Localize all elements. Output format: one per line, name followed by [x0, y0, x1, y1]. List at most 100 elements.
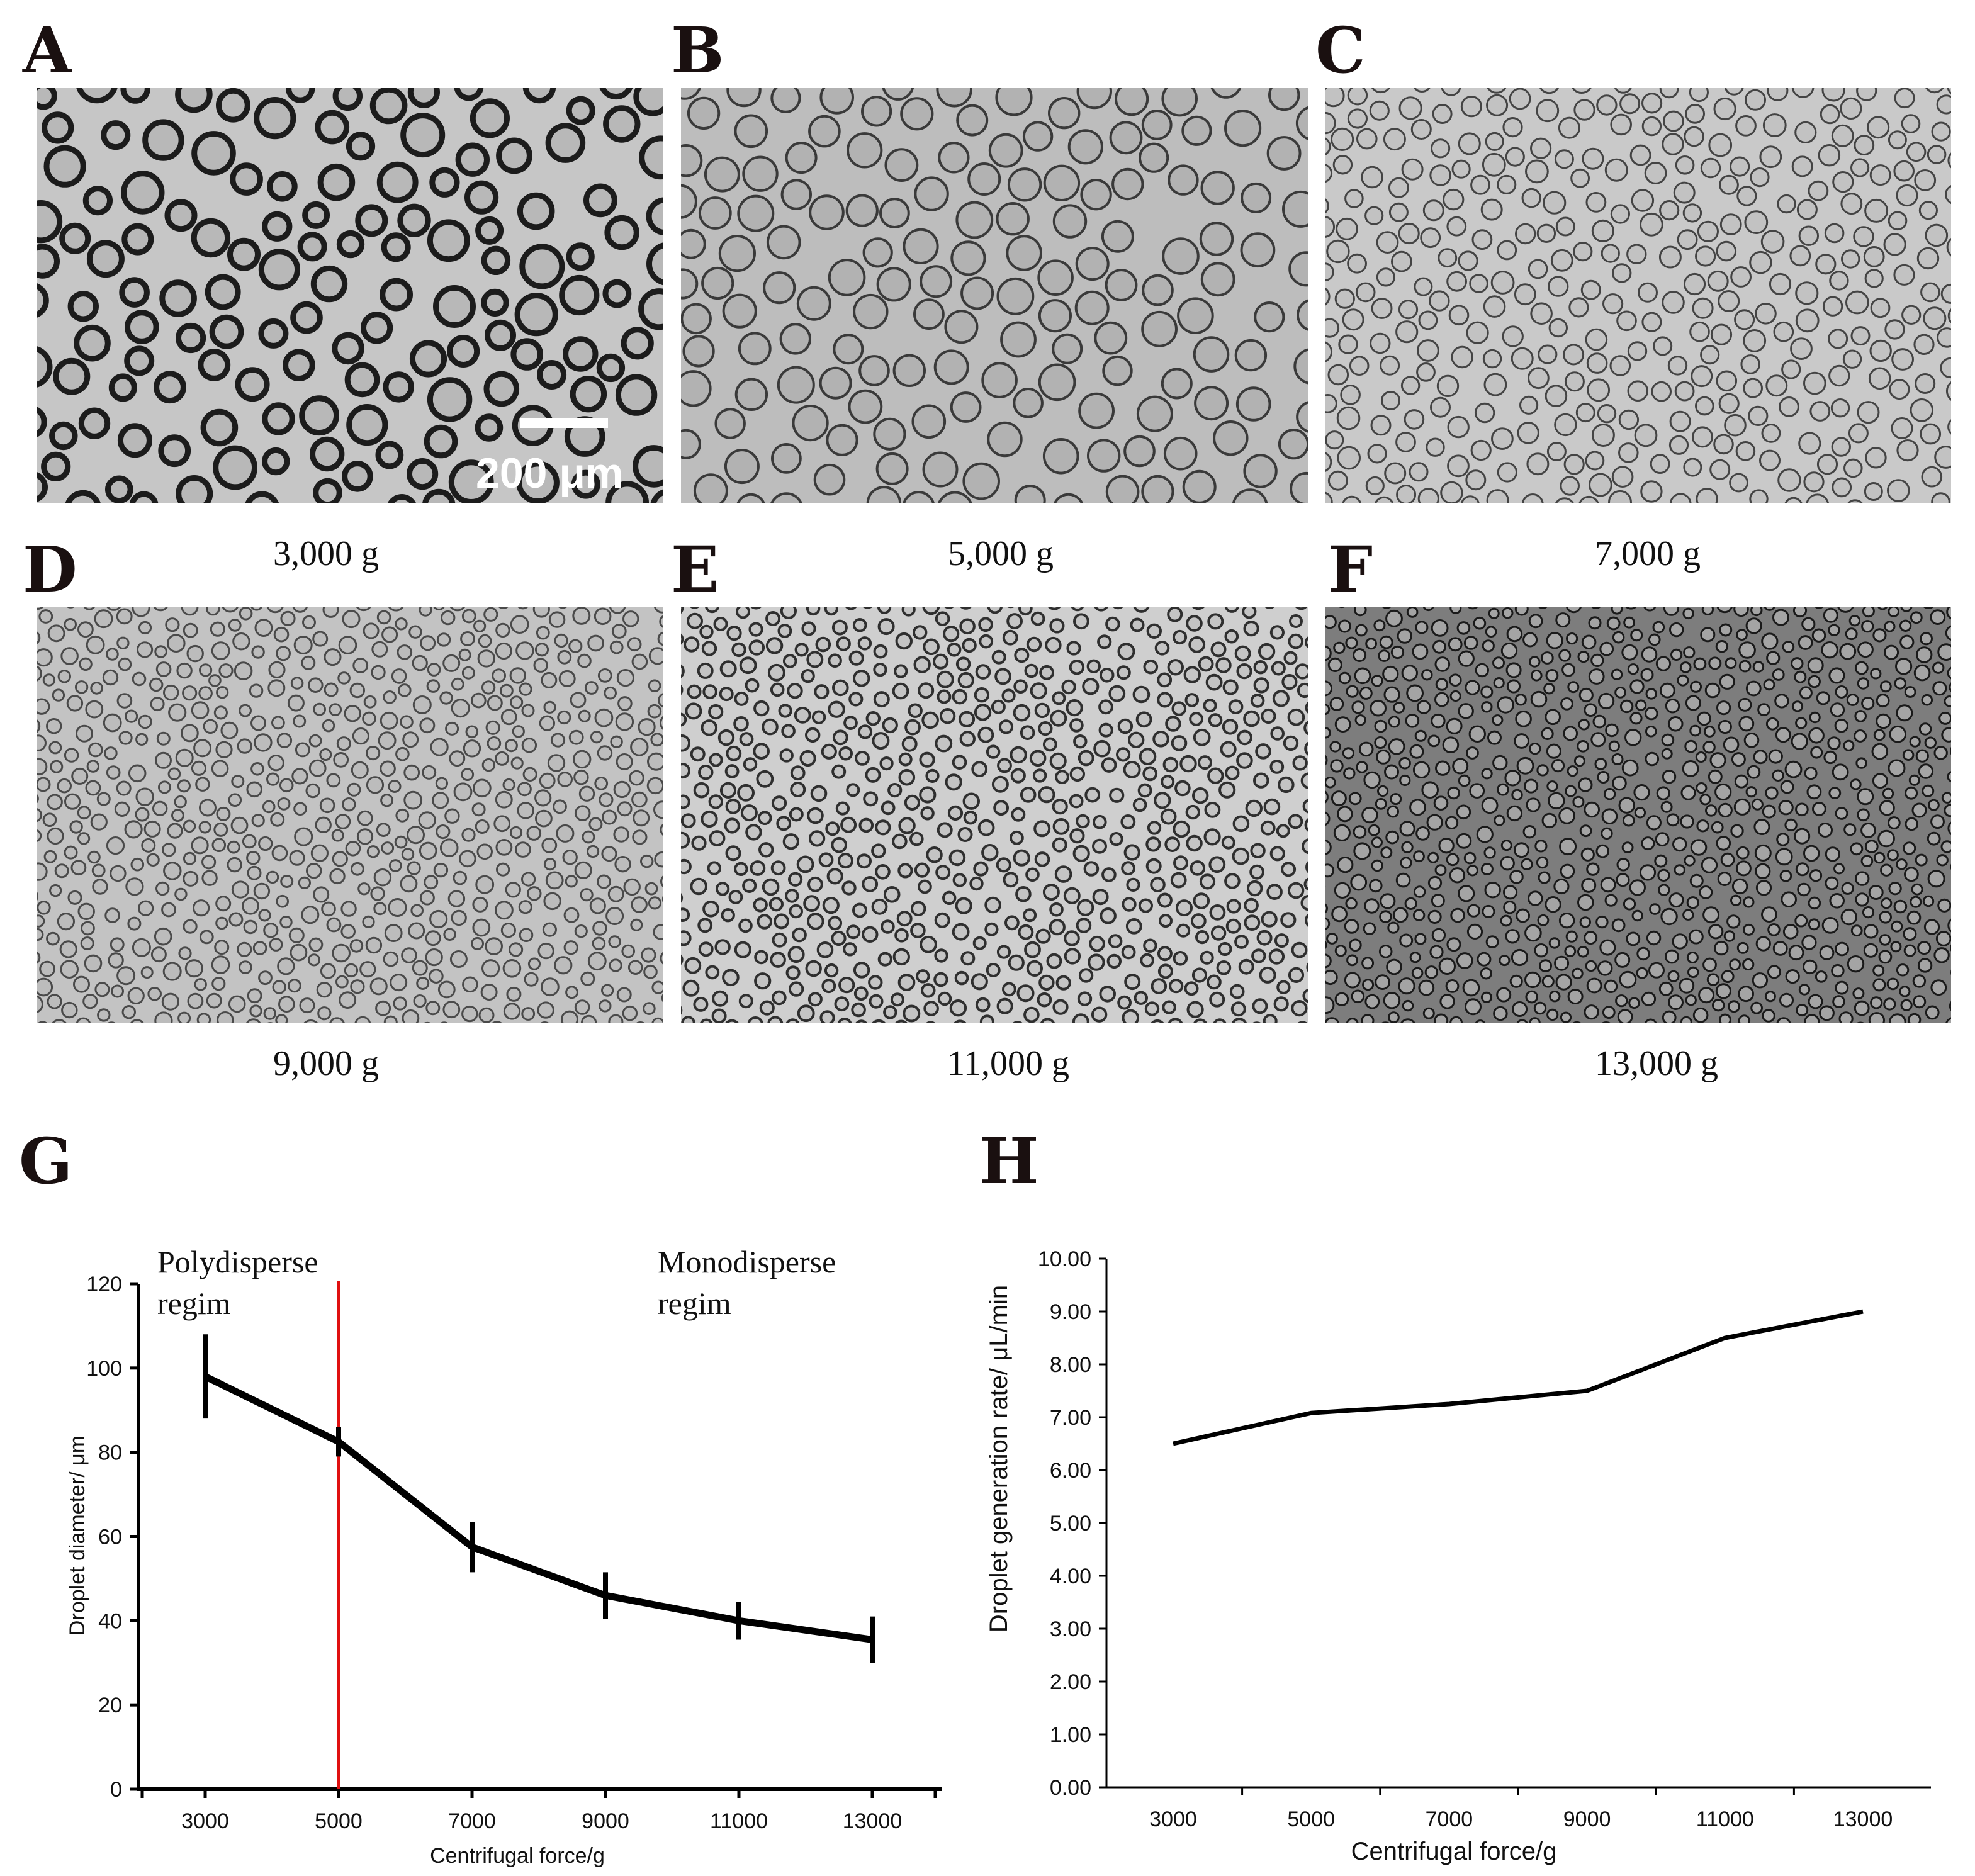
- droplet: [214, 940, 230, 955]
- droplet: [1713, 97, 1736, 121]
- droplet: [1368, 824, 1380, 836]
- droplet: [351, 761, 369, 779]
- droplet: [865, 767, 881, 783]
- droplet: [1833, 863, 1845, 875]
- droplet: [1120, 814, 1136, 829]
- droplet: [1225, 765, 1240, 781]
- droplet: [1397, 628, 1413, 644]
- droplet: [128, 764, 147, 783]
- droplet: [331, 829, 344, 842]
- droplet: [613, 826, 629, 843]
- droplet: [1945, 625, 1951, 641]
- droplet: [1398, 300, 1419, 320]
- droplet: [249, 1004, 262, 1018]
- droplet: [958, 711, 976, 727]
- droplet: [1755, 936, 1771, 952]
- droplet: [1171, 701, 1187, 716]
- droplet: [70, 860, 87, 876]
- droplet: [471, 692, 487, 709]
- chart-h-ytick-label: 2.00: [1050, 1670, 1091, 1694]
- droplet: [986, 963, 1001, 977]
- droplet: [262, 211, 293, 242]
- droplet: [412, 695, 432, 714]
- droplet: [504, 739, 518, 753]
- droplet: [498, 607, 509, 609]
- droplet: [206, 607, 220, 616]
- droplet: [1612, 775, 1627, 791]
- droplet: [1487, 88, 1507, 94]
- droplet: [1069, 718, 1084, 733]
- droplet: [77, 832, 91, 845]
- droplet: [371, 641, 388, 658]
- droplet: [1891, 348, 1915, 371]
- droplet: [1661, 748, 1673, 760]
- droplet: [811, 710, 826, 724]
- droplet: [853, 986, 869, 1001]
- droplet: [37, 829, 42, 843]
- droplet: [605, 907, 624, 925]
- droplet: [1224, 110, 1262, 147]
- chart-h-line: [1173, 1309, 1864, 1446]
- chart-h-series: [1173, 1309, 1864, 1446]
- droplet: [313, 478, 342, 503]
- droplet: [1798, 984, 1811, 996]
- droplet: [1203, 699, 1217, 713]
- droplet: [1427, 875, 1443, 890]
- droplet: [1605, 723, 1619, 738]
- droplet: [1554, 413, 1577, 437]
- droplet: [1750, 1001, 1764, 1014]
- droplet: [1738, 660, 1752, 673]
- droplet: [1751, 798, 1764, 811]
- droplet: [681, 429, 701, 459]
- droplet: [349, 682, 365, 699]
- droplet: [1639, 864, 1657, 881]
- droplet: [1933, 746, 1948, 760]
- droplet: [1406, 607, 1419, 618]
- droplet: [293, 714, 307, 728]
- droplet: [1582, 147, 1604, 170]
- droplet: [1254, 301, 1285, 333]
- droplet: [1879, 680, 1892, 693]
- droplet: [1193, 728, 1211, 746]
- droplet: [1745, 786, 1757, 798]
- droplet: [1340, 385, 1361, 405]
- droplet: [785, 965, 801, 980]
- droplet: [1492, 656, 1505, 670]
- droplet: [1686, 952, 1699, 963]
- droplet: [515, 841, 531, 858]
- droplet: [1921, 466, 1943, 488]
- droplet: [427, 219, 470, 262]
- droplet: [1835, 685, 1848, 699]
- droplet: [1614, 952, 1631, 968]
- droplet: [1864, 269, 1884, 288]
- droplet: [1655, 656, 1672, 671]
- droplet: [1463, 851, 1477, 865]
- droplet: [1705, 804, 1718, 817]
- droplet: [1801, 617, 1816, 631]
- droplet: [834, 996, 850, 1012]
- droplet: [1040, 1018, 1055, 1023]
- droplet: [1868, 885, 1884, 900]
- droplet: [1302, 989, 1308, 1003]
- droplet: [57, 670, 72, 683]
- droplet: [1398, 222, 1420, 245]
- droplet: [461, 768, 475, 781]
- droplet: [1418, 979, 1435, 996]
- droplet: [132, 607, 150, 617]
- droplet: [258, 249, 300, 291]
- droplet: [433, 285, 476, 328]
- droplet: [476, 843, 493, 860]
- droplet: [407, 458, 439, 490]
- droplet: [1485, 935, 1499, 948]
- droplet: [660, 952, 663, 965]
- droplet: [1084, 787, 1101, 803]
- droplet: [831, 619, 848, 636]
- droplet: [1152, 731, 1169, 748]
- droplet: [709, 753, 723, 767]
- droplet: [1889, 725, 1907, 743]
- droplet: [765, 611, 781, 626]
- droplet: [1117, 995, 1132, 1010]
- droplet: [1066, 641, 1081, 656]
- droplet: [1629, 712, 1643, 725]
- droplet: [950, 240, 986, 276]
